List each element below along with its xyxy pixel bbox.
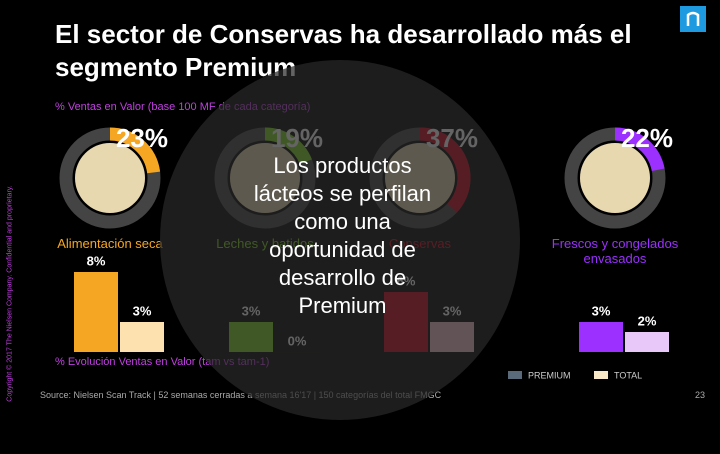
bar-label: 3% bbox=[592, 303, 611, 318]
legend-swatch bbox=[594, 371, 608, 379]
overlay-text: Los productos lácteos se perfilan como u… bbox=[245, 152, 440, 320]
donut-center bbox=[75, 143, 145, 213]
bar-label: 3% bbox=[133, 303, 152, 318]
donut-center bbox=[580, 143, 650, 213]
bar bbox=[625, 332, 669, 352]
legend-swatch bbox=[508, 371, 522, 379]
category-label: Frescos y congelados envasados bbox=[545, 236, 685, 266]
copyright: Copyright © 2017 The Nielsen Company. Co… bbox=[7, 134, 14, 454]
bar bbox=[579, 322, 623, 352]
legend-label: PREMIUM bbox=[528, 370, 571, 380]
bar-label: 8% bbox=[87, 253, 106, 268]
slide: 23%19%37%22%8%3%6%3%PREMIUM3%0%3%2%TOTAL… bbox=[0, 0, 720, 405]
legend-label: TOTAL bbox=[614, 370, 642, 380]
page-number: 23 bbox=[695, 390, 705, 400]
donut-label: 22% bbox=[621, 123, 673, 153]
bar bbox=[74, 272, 118, 352]
category-label: Alimentación seca bbox=[40, 236, 180, 251]
donut-label: 23% bbox=[116, 123, 168, 153]
bar-label: 2% bbox=[638, 313, 657, 328]
logo bbox=[680, 6, 706, 32]
bar bbox=[120, 322, 164, 352]
